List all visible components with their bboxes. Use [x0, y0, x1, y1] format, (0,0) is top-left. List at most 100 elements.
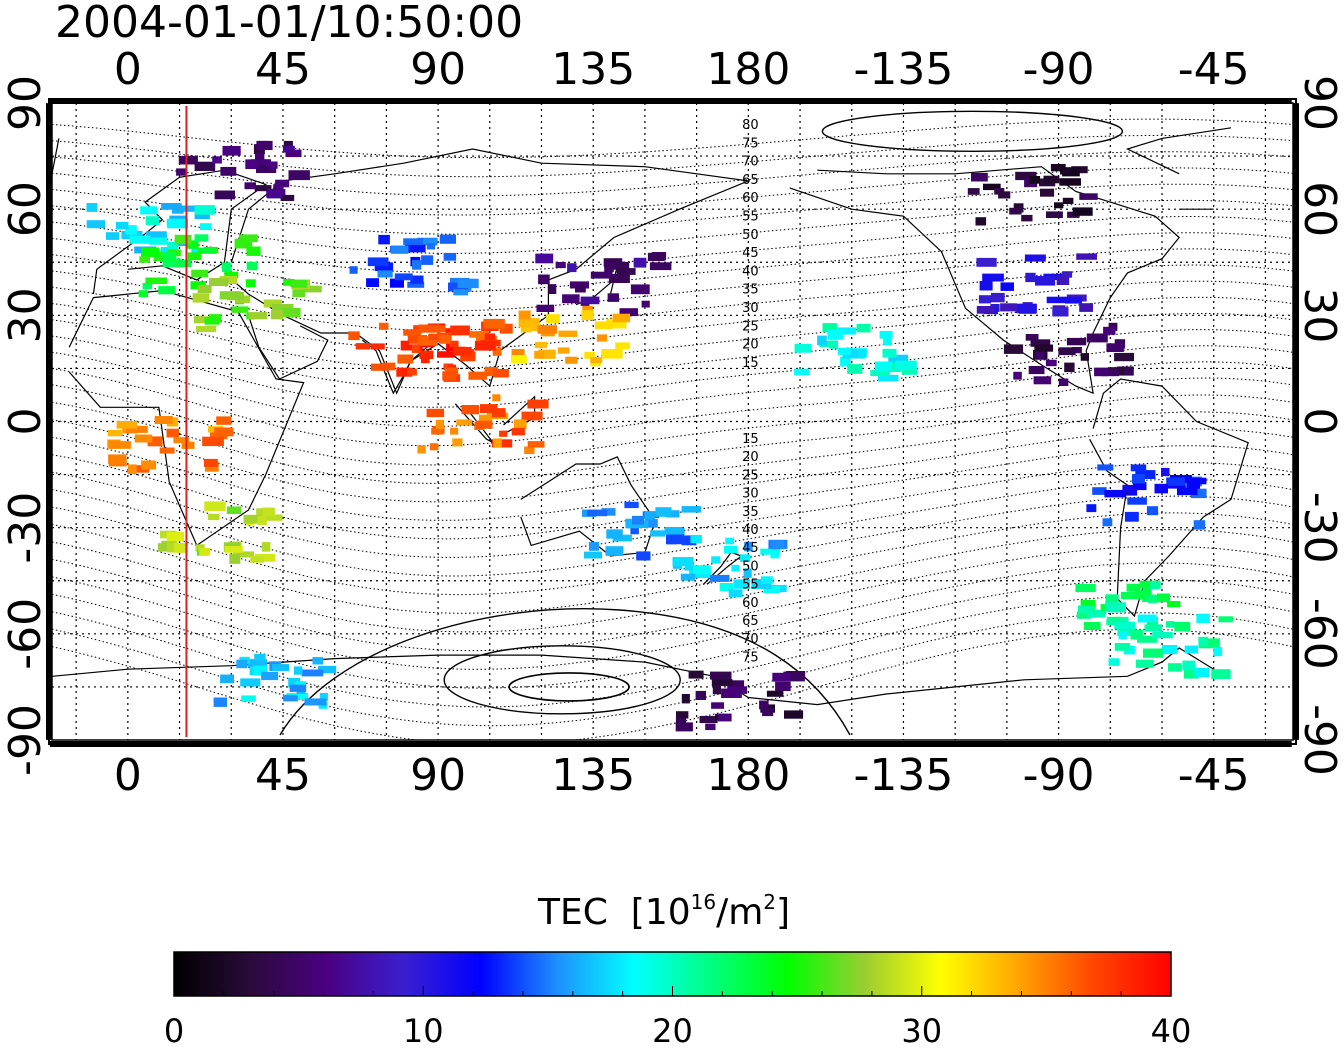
- contour-label-north: 45: [742, 246, 759, 261]
- tec-cell: [1114, 643, 1130, 651]
- tec-cell: [253, 665, 268, 676]
- tec-cell: [304, 698, 327, 706]
- tec-cell: [784, 710, 804, 719]
- tec-cell: [1058, 347, 1076, 356]
- tec-cell: [666, 510, 680, 518]
- tec-cell: [282, 145, 295, 153]
- tec-cell: [239, 234, 258, 243]
- tec-cell: [524, 446, 535, 454]
- tec-cell: [1072, 207, 1093, 216]
- left-lat-label: -30: [0, 492, 51, 564]
- tec-cell: [733, 579, 751, 589]
- tec-cell: [248, 312, 268, 320]
- right-lat-label: 30: [1294, 287, 1344, 343]
- tec-cell: [976, 306, 995, 314]
- tec-cell: [499, 430, 508, 437]
- tec-cell: [371, 363, 390, 371]
- tec-cell: [1024, 254, 1046, 262]
- right-lat-label: -90: [1294, 704, 1344, 776]
- tec-cell: [601, 349, 623, 359]
- tec-cell: [1086, 333, 1108, 343]
- tec-cell: [220, 674, 234, 684]
- tec-cell: [243, 514, 261, 524]
- contour-line: [52, 329, 1293, 408]
- tec-cell: [443, 253, 457, 261]
- contour-line: [52, 495, 1293, 596]
- tec-cell: [513, 419, 527, 430]
- tec-cell: [1196, 613, 1210, 623]
- tec-cell: [439, 334, 451, 344]
- top-axis-bar: [825, 98, 982, 104]
- tec-cell: [1116, 616, 1129, 626]
- tec-cell: [86, 203, 98, 212]
- tec-cell: [254, 185, 272, 192]
- tec-cell: [693, 565, 711, 575]
- tec-cell: [586, 509, 608, 517]
- tec-cell: [492, 369, 509, 378]
- tec-cell: [743, 568, 752, 578]
- tec-cell: [1114, 621, 1136, 630]
- coastline: [1089, 378, 1249, 618]
- tec-cell: [1059, 178, 1081, 186]
- tec-cell: [759, 700, 769, 710]
- contour-label-south: 40: [742, 523, 759, 538]
- tec-cell: [590, 357, 603, 364]
- tec-cell: [1135, 590, 1145, 599]
- tec-cell: [877, 374, 899, 382]
- contour-label-south: 65: [742, 614, 759, 629]
- tec-cell: [280, 194, 295, 201]
- bottom-lon-label: 0: [114, 750, 142, 801]
- tec-cell: [1097, 464, 1114, 471]
- tec-cell: [379, 322, 389, 330]
- top-lon-label: 90: [410, 44, 466, 95]
- tec-cell: [1135, 659, 1154, 668]
- tec-cell: [666, 534, 684, 545]
- tec-cell: [115, 221, 129, 230]
- tec-cell: [1086, 504, 1097, 513]
- tec-cell: [828, 340, 838, 349]
- tec-cell: [1130, 464, 1147, 472]
- right-axis-bar: [1293, 421, 1299, 634]
- bottom-lon-label: 135: [551, 750, 635, 801]
- tec-cell: [221, 262, 232, 273]
- tec-cell: [555, 262, 566, 269]
- tec-cell: [396, 367, 413, 377]
- bottom-lon-label: -135: [854, 750, 954, 801]
- tec-cell: [546, 314, 560, 323]
- contour-label-south: 20: [742, 450, 759, 465]
- left-axis-bar: [46, 527, 52, 740]
- tec-cell: [895, 360, 917, 371]
- tec-cell: [1100, 604, 1110, 612]
- bottom-axis-bar: [670, 741, 827, 747]
- tec-cell: [255, 153, 265, 160]
- tec-cell: [196, 325, 217, 333]
- tec-cell: [204, 458, 218, 467]
- tec-cell: [649, 262, 672, 271]
- tec-cell: [1065, 296, 1082, 304]
- tec-cell: [883, 338, 892, 346]
- right-axis-bar: [1293, 527, 1299, 740]
- tec-cell: [719, 583, 734, 592]
- bottom-lon-label: 45: [255, 750, 311, 801]
- tec-cell: [1080, 353, 1089, 361]
- pole-ring-arc: [279, 608, 851, 736]
- tec-cell: [270, 309, 284, 320]
- tec-cell: [601, 508, 616, 516]
- bottom-lon-label: 90: [410, 750, 466, 801]
- tec-cell: [695, 690, 706, 700]
- tec-cell: [192, 293, 210, 303]
- bottom-axis-bar: [49, 741, 206, 747]
- tec-cell: [536, 304, 555, 312]
- tec-cell: [901, 368, 917, 375]
- tec-cell: [207, 513, 220, 521]
- top-lon-label: -90: [1023, 44, 1095, 95]
- contour-line: [52, 215, 1293, 274]
- tec-cell: [644, 511, 656, 520]
- tec-cell: [1198, 636, 1208, 647]
- tec-cell: [390, 245, 409, 254]
- tec-cell: [688, 670, 704, 679]
- tec-cell: [312, 657, 323, 665]
- tec-cell: [608, 261, 630, 270]
- tec-cell: [1183, 669, 1199, 679]
- contour-label-south: 75: [742, 650, 759, 665]
